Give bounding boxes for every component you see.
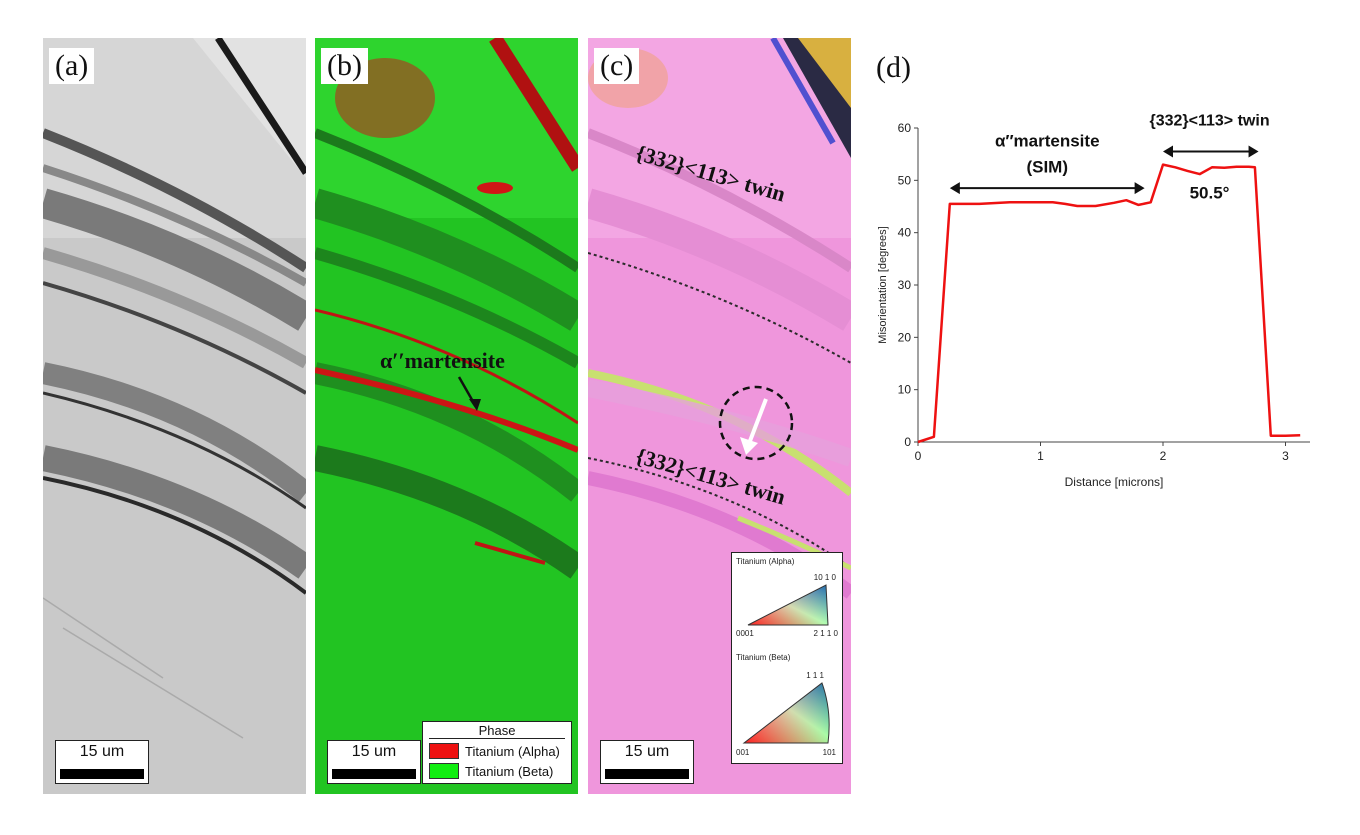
panel-b-label: (b) <box>321 48 368 84</box>
panel-a-label: (a) <box>49 48 95 84</box>
y-tick-label: 40 <box>898 226 912 240</box>
micrograph-a-image <box>43 38 306 794</box>
ipf-alpha-corner-right: 2 1 1 0 <box>813 629 838 638</box>
x-tick-label: 1 <box>1037 449 1044 463</box>
scale-bar: 15 um <box>327 740 421 784</box>
scale-bar: 15 um <box>600 740 694 784</box>
ipf-alpha-title: Titanium (Alpha) <box>736 557 795 566</box>
circled-arrow-icon <box>718 385 794 461</box>
ipf-beta-triangle-icon <box>742 682 830 744</box>
ipf-beta-title: Titanium (Beta) <box>736 653 791 662</box>
ipf-color-key: Titanium (Alpha) 10 1 0 0001 2 1 1 0 Tit… <box>731 552 843 764</box>
y-tick-label: 20 <box>898 330 912 344</box>
x-tick-label: 0 <box>915 449 922 463</box>
scale-bar-line <box>60 769 144 779</box>
y-tick-label: 50 <box>898 173 912 187</box>
martensite-label: α′′martensite <box>995 131 1100 150</box>
twin-range-arrow-head-right <box>1248 145 1259 158</box>
twin-label: {332}<113> twin <box>1150 112 1270 129</box>
y-tick-label: 0 <box>904 435 911 449</box>
angle-label: 50.5° <box>1190 184 1230 203</box>
scale-bar: 15 um <box>55 740 149 784</box>
scale-bar-label: 15 um <box>624 743 670 760</box>
martensite-arrow-icon <box>457 376 481 411</box>
y-tick-label: 60 <box>898 121 912 135</box>
martensite-range-arrow-head-left <box>949 182 960 195</box>
ipf-beta-corner-top: 1 1 1 <box>806 671 824 680</box>
scale-bar-label: 15 um <box>79 743 125 760</box>
x-tick-label: 3 <box>1282 449 1289 463</box>
phase-legend-title: Phase <box>429 723 565 739</box>
martensite-range-arrow-head-right <box>1134 182 1145 195</box>
x-axis-title: Distance [microns] <box>1065 475 1164 489</box>
panel-b-phase-map: (b) α′′martensite 15 um Phase Titanium (… <box>315 38 578 794</box>
y-tick-label: 10 <box>898 383 912 397</box>
panel-c-label: (c) <box>594 48 640 84</box>
scale-bar-label: 15 um <box>351 743 397 760</box>
ipf-alpha-triangle-icon <box>747 584 829 626</box>
phase-legend: Phase Titanium (Alpha) Titanium (Beta) <box>422 721 572 784</box>
legend-swatch-beta <box>429 763 459 779</box>
misorientation-chart: 0 10 20 30 40 50 60 0 1 2 3 Distance [microns] Misor… <box>868 38 1338 508</box>
martensite-sim-label: (SIM) <box>1026 157 1068 176</box>
panel-a-micrograph: (a) 15 um <box>43 38 306 794</box>
ipf-map-image <box>588 38 851 794</box>
legend-label-alpha: Titanium (Alpha) <box>465 743 560 759</box>
phase-map-image <box>315 38 578 794</box>
x-tick-label: 2 <box>1160 449 1167 463</box>
scale-bar-line <box>605 769 689 779</box>
legend-label-beta: Titanium (Beta) <box>465 763 554 779</box>
phase-legend-item: Titanium (Beta) <box>423 761 571 781</box>
y-tick-label: 30 <box>898 278 912 292</box>
ipf-beta-corner-left: 001 <box>736 748 750 757</box>
misorientation-chart-svg: 0 10 20 30 40 50 60 0 1 2 3 Distance [microns] Misor… <box>877 112 1310 489</box>
martensite-annotation: α′′martensite <box>380 348 505 373</box>
scale-bar-line <box>332 769 416 779</box>
misorientation-series-line <box>917 163 1301 444</box>
panel-d-label: (d) <box>870 50 917 86</box>
phase-legend-item: Titanium (Alpha) <box>423 741 571 761</box>
twin-range-arrow-head-left <box>1163 145 1173 158</box>
panel-c-ipf-map: (c) {332}<113> twin {332}<113> twin 15 u… <box>588 38 851 794</box>
y-axis-title: Misorientation [degrees] <box>877 226 889 343</box>
legend-swatch-alpha <box>429 743 459 759</box>
ipf-beta-corner-right: 101 <box>822 748 836 757</box>
ipf-alpha-corner-left: 0001 <box>736 629 754 638</box>
ipf-alpha-corner-top: 10 1 0 <box>813 573 836 582</box>
